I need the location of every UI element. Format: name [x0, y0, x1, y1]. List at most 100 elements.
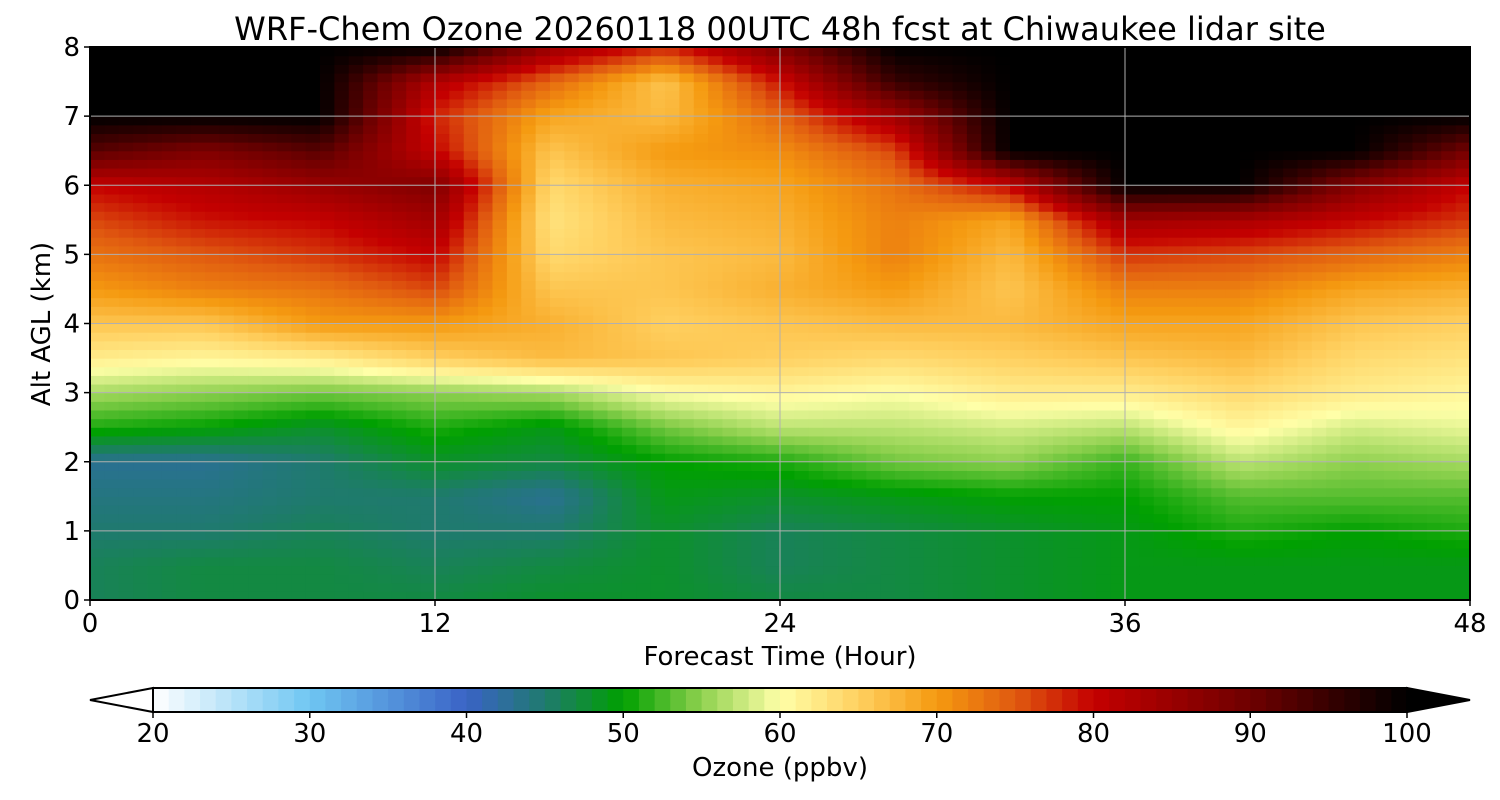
ozone-cell	[593, 98, 609, 109]
ozone-cell	[765, 297, 781, 307]
ozone-cell	[636, 513, 652, 523]
ozone-cell	[435, 297, 450, 307]
ozone-cell	[449, 193, 465, 204]
ozone-cell	[895, 271, 910, 281]
ozone-cell	[938, 591, 954, 600]
ozone-cell	[506, 159, 522, 169]
ozone-cell	[406, 280, 422, 290]
ozone-cell	[219, 219, 235, 230]
ozone-cell	[1139, 211, 1155, 221]
ozone-cell	[320, 427, 335, 437]
ozone-cell	[391, 288, 407, 299]
ozone-cell	[995, 47, 1011, 57]
ozone-cell	[420, 245, 436, 255]
ozone-cell	[966, 81, 982, 91]
ozone-cell	[693, 409, 709, 420]
ozone-cell	[938, 55, 954, 65]
ozone-cell	[981, 513, 997, 523]
ozone-cell	[435, 582, 450, 592]
ozone-cell	[420, 98, 436, 109]
ozone-cell	[1010, 565, 1025, 575]
ozone-cell	[391, 116, 407, 126]
ozone-cell	[1125, 47, 1140, 57]
ozone-cell	[1168, 332, 1184, 342]
ozone-cell	[205, 116, 220, 126]
ozone-cell	[966, 142, 982, 152]
ozone-cell	[1125, 444, 1140, 454]
ozone-cell	[1010, 332, 1025, 342]
ozone-cell	[147, 487, 163, 497]
ozone-cell	[578, 288, 594, 299]
ozone-cell	[909, 409, 925, 420]
ozone-cell	[391, 202, 407, 212]
ozone-cell	[406, 245, 422, 255]
ozone-cell	[1196, 81, 1212, 91]
ozone-cell	[995, 392, 1011, 402]
ozone-cell	[1067, 392, 1083, 402]
ozone-cell	[291, 461, 307, 471]
ozone-cell	[478, 375, 494, 385]
ozone-cell	[535, 202, 551, 212]
ozone-cell	[262, 72, 278, 83]
ozone-cell	[262, 513, 278, 523]
ozone-cell	[607, 314, 623, 325]
ozone-cell	[233, 565, 249, 575]
ozone-cell	[248, 271, 264, 281]
ozone-cell	[391, 548, 407, 558]
ozone-cell	[391, 349, 407, 359]
ozone-cell	[147, 254, 163, 264]
ozone-cell	[1053, 427, 1069, 437]
ozone-cell	[823, 263, 839, 273]
ozone-cell	[348, 530, 364, 541]
ozone-cell	[1038, 176, 1054, 186]
ozone-cell	[435, 565, 450, 575]
ozone-cell	[981, 565, 997, 575]
ozone-cell	[176, 167, 192, 178]
ozone-cell	[693, 591, 709, 600]
ozone-cell	[1182, 487, 1198, 497]
ozone-cell	[1053, 150, 1069, 160]
ozone-cell	[1024, 435, 1040, 446]
ozone-cell	[506, 228, 522, 238]
ozone-cell	[104, 470, 120, 480]
ozone-cell	[751, 366, 767, 376]
ozone-cell	[118, 565, 134, 575]
ozone-cell	[981, 159, 997, 169]
ozone-cell	[363, 323, 379, 333]
ozone-cell	[320, 582, 335, 592]
ozone-cell	[320, 470, 335, 480]
ozone-cell	[1125, 185, 1140, 195]
ozone-cell	[291, 288, 307, 299]
ozone-cell	[895, 193, 910, 204]
ozone-cell	[463, 591, 479, 600]
ozone-cell	[794, 64, 810, 74]
ozone-cell	[391, 228, 407, 238]
ozone-cell	[909, 185, 925, 195]
ozone-cell	[981, 193, 997, 204]
ozone-cell	[90, 176, 105, 186]
ozone-cell	[1153, 150, 1169, 160]
ozone-cell	[420, 124, 436, 135]
ozone-cell	[866, 574, 882, 584]
ozone-cell	[736, 228, 752, 238]
ozone-cell	[1081, 133, 1097, 143]
ozone-cell	[981, 582, 997, 592]
ozone-cell	[205, 444, 220, 454]
ozone-cell	[449, 72, 465, 83]
ozone-cell	[1139, 340, 1155, 351]
ozone-cell	[233, 427, 249, 437]
ozone-cell	[866, 72, 882, 83]
ozone-cell	[693, 133, 709, 143]
ozone-cell	[966, 133, 982, 143]
ozone-cell	[851, 271, 867, 281]
ozone-cell	[665, 211, 680, 221]
ozone-cell	[219, 306, 235, 316]
ozone-cell	[693, 530, 709, 541]
ozone-cell	[205, 470, 220, 480]
ozone-cell	[1139, 142, 1155, 152]
ozone-cell	[765, 64, 781, 74]
ozone-cell	[909, 271, 925, 281]
ozone-cell	[521, 582, 537, 592]
ozone-cell	[118, 522, 134, 532]
ozone-cell	[248, 332, 264, 342]
